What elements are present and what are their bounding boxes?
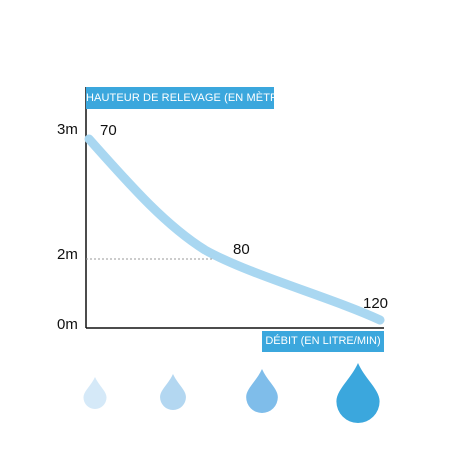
- data-label: 80: [233, 241, 250, 258]
- data-label: 70: [100, 122, 117, 139]
- drop-icons: [83, 363, 380, 423]
- y-tick-label: 2m: [57, 246, 78, 263]
- drop-icon: [246, 369, 278, 413]
- series-line: [84, 134, 385, 325]
- data-label: 120: [363, 295, 389, 312]
- y-tick-label: 0m: [57, 316, 78, 333]
- drop-icon: [160, 374, 186, 411]
- y-tick-label: 3m: [57, 121, 78, 138]
- drop-icon: [83, 377, 107, 409]
- x-axis-label: DÉBIT (EN LITRE/MIN): [262, 331, 384, 352]
- y-axis-label: HAUTEUR DE RELEVAGE (EN MÈTRE): [86, 87, 289, 109]
- drop-icon: [336, 363, 380, 423]
